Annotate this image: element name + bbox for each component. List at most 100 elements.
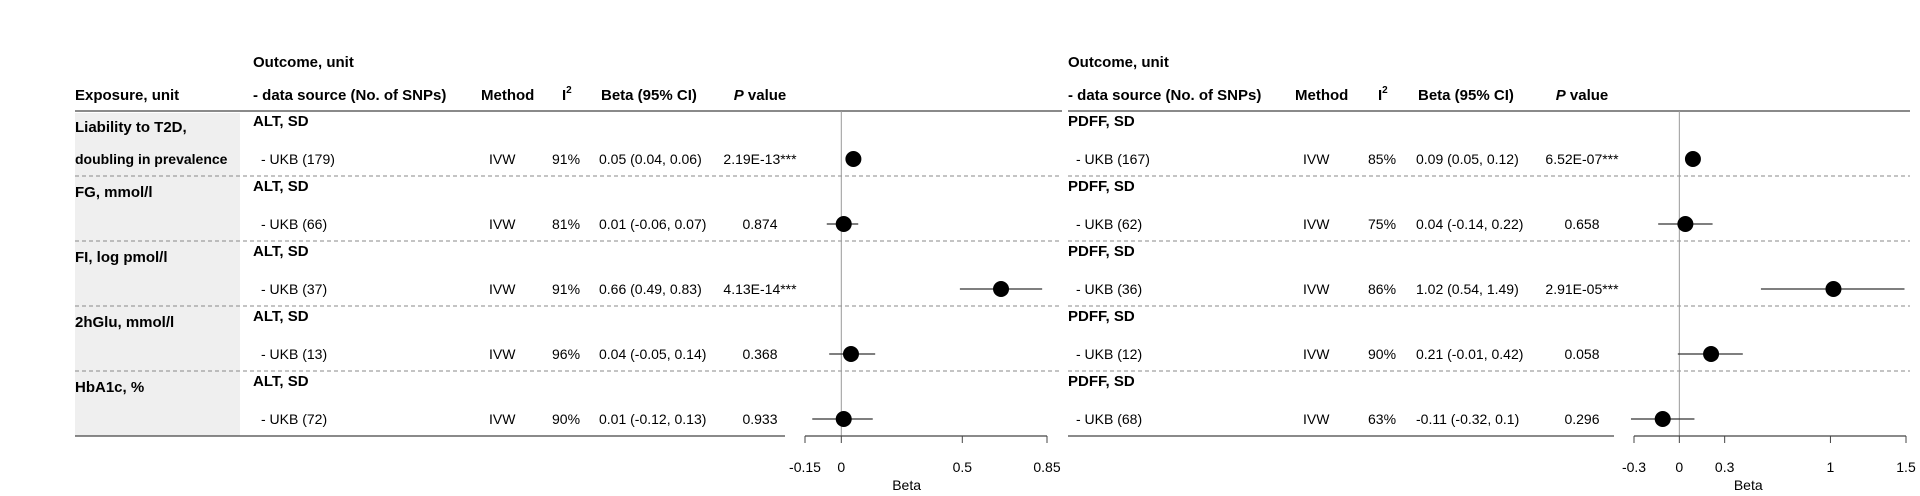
outcome-label: ALT, SD (253, 178, 309, 195)
panel-pdff: Outcome, unit - data source (No. of SNPs)… (1068, 54, 1916, 493)
beta-ci-cell: 1.02 (0.54, 1.49) (1416, 281, 1519, 297)
point-estimate (1703, 346, 1720, 362)
data-source-cell: - UKB (167) (1076, 151, 1150, 167)
p-italic: P (1556, 87, 1567, 104)
method-cell: IVW (489, 281, 516, 297)
beta-ci-cell: 0.09 (0.05, 0.12) (1416, 151, 1519, 167)
method-cell: IVW (1303, 346, 1330, 362)
x-tick-label: 0.5 (953, 459, 973, 475)
x-tick-label: 1 (1827, 459, 1835, 475)
outcome-label: PDFF, SD (1068, 373, 1135, 390)
p-value-cell: 6.52E-07*** (1545, 151, 1619, 167)
x-tick-label: -0.15 (789, 459, 821, 475)
exposure-column-shade (75, 113, 240, 436)
x-tick-label: 0.85 (1033, 459, 1060, 475)
x-tick-label: 0 (1675, 459, 1683, 475)
method-cell: IVW (1303, 281, 1330, 297)
method-cell: IVW (1303, 216, 1330, 232)
point-estimate (835, 216, 852, 232)
data-source-cell: - UKB (179) (261, 151, 335, 167)
p-rest: value (744, 87, 787, 104)
method-header: Method (1295, 87, 1348, 104)
p-value-cell: 0.296 (1564, 411, 1599, 427)
method-cell: IVW (1303, 411, 1330, 427)
p-value-cell: 0.874 (742, 216, 777, 232)
i2-cell: 91% (552, 281, 580, 297)
i2-superscript: 2 (566, 85, 572, 96)
point-estimate (845, 151, 862, 167)
method-cell: IVW (489, 151, 516, 167)
exposure-label: FI, log pmol/l (75, 249, 168, 266)
point-estimate (993, 281, 1010, 297)
i2-cell: 96% (552, 346, 580, 362)
outcome-label: ALT, SD (253, 308, 309, 325)
data-source-header: - data source (No. of SNPs) (253, 87, 446, 104)
p-value-cell: 2.19E-13*** (723, 151, 797, 167)
outcome-header: Outcome, unit (1068, 54, 1169, 71)
p-value-cell: 2.91E-05*** (1545, 281, 1619, 297)
i2-cell: 63% (1368, 411, 1396, 427)
beta-ci-cell: 0.04 (-0.14, 0.22) (1416, 216, 1523, 232)
i2-cell: 91% (552, 151, 580, 167)
i2-header: I2 (1378, 85, 1388, 104)
x-tick-label: 0.3 (1715, 459, 1735, 475)
beta-ci-cell: 0.05 (0.04, 0.06) (599, 151, 702, 167)
point-estimate (842, 346, 859, 362)
panel-alt: Outcome, unit - data source (No. of SNPs)… (75, 54, 1062, 493)
p-value-header: P value (1556, 87, 1609, 104)
exposure-label: doubling in prevalence (75, 151, 228, 167)
i2-cell: 85% (1368, 151, 1396, 167)
beta-ci-cell: 0.01 (-0.06, 0.07) (599, 216, 706, 232)
p-value-cell: 4.13E-14*** (723, 281, 797, 297)
x-axis-title: Beta (1734, 477, 1763, 493)
data-source-cell: - UKB (62) (1076, 216, 1142, 232)
method-cell: IVW (489, 216, 516, 232)
i2-header: I2 (562, 85, 572, 104)
method-cell: IVW (1303, 151, 1330, 167)
i2-base: I (1378, 87, 1382, 104)
p-value-cell: 0.058 (1564, 346, 1599, 362)
exposure-label: HbA1c, % (75, 379, 144, 396)
data-source-cell: - UKB (13) (261, 346, 327, 362)
i2-cell: 86% (1368, 281, 1396, 297)
outcome-label: PDFF, SD (1068, 113, 1135, 130)
x-axis-title: Beta (892, 477, 921, 493)
point-estimate (1677, 216, 1694, 232)
point-estimate (1684, 151, 1701, 167)
data-source-cell: - UKB (12) (1076, 346, 1142, 362)
point-estimate (1825, 281, 1842, 297)
method-header: Method (481, 87, 534, 104)
beta-ci-cell: 0.21 (-0.01, 0.42) (1416, 346, 1523, 362)
i2-superscript: 2 (1382, 85, 1388, 96)
x-tick-label: 1.5 (1896, 459, 1916, 475)
exposure-label: 2hGlu, mmol/l (75, 314, 174, 331)
p-italic: P (734, 87, 745, 104)
i2-cell: 90% (552, 411, 580, 427)
p-rest: value (1566, 87, 1609, 104)
outcome-label: ALT, SD (253, 243, 309, 260)
i2-cell: 90% (1368, 346, 1396, 362)
point-estimate (1654, 411, 1671, 427)
exposure-label: Liability to T2D, (75, 119, 187, 136)
p-value-cell: 0.658 (1564, 216, 1599, 232)
beta-ci-cell: 0.66 (0.49, 0.83) (599, 281, 702, 297)
i2-base: I (562, 87, 566, 104)
x-tick-label: 0 (837, 459, 845, 475)
data-source-header: - data source (No. of SNPs) (1068, 87, 1261, 104)
i2-cell: 75% (1368, 216, 1396, 232)
data-source-cell: - UKB (66) (261, 216, 327, 232)
outcome-label: ALT, SD (253, 373, 309, 390)
exposure-header: Exposure, unit (75, 87, 179, 104)
point-estimate (835, 411, 852, 427)
i2-cell: 81% (552, 216, 580, 232)
outcome-label: PDFF, SD (1068, 178, 1135, 195)
beta-ci-header: Beta (95% CI) (601, 87, 697, 104)
method-cell: IVW (489, 411, 516, 427)
x-tick-label: -0.3 (1622, 459, 1646, 475)
exposure-label: FG, mmol/l (75, 184, 153, 201)
data-source-cell: - UKB (68) (1076, 411, 1142, 427)
outcome-label: PDFF, SD (1068, 308, 1135, 325)
data-source-cell: - UKB (36) (1076, 281, 1142, 297)
data-source-cell: - UKB (37) (261, 281, 327, 297)
